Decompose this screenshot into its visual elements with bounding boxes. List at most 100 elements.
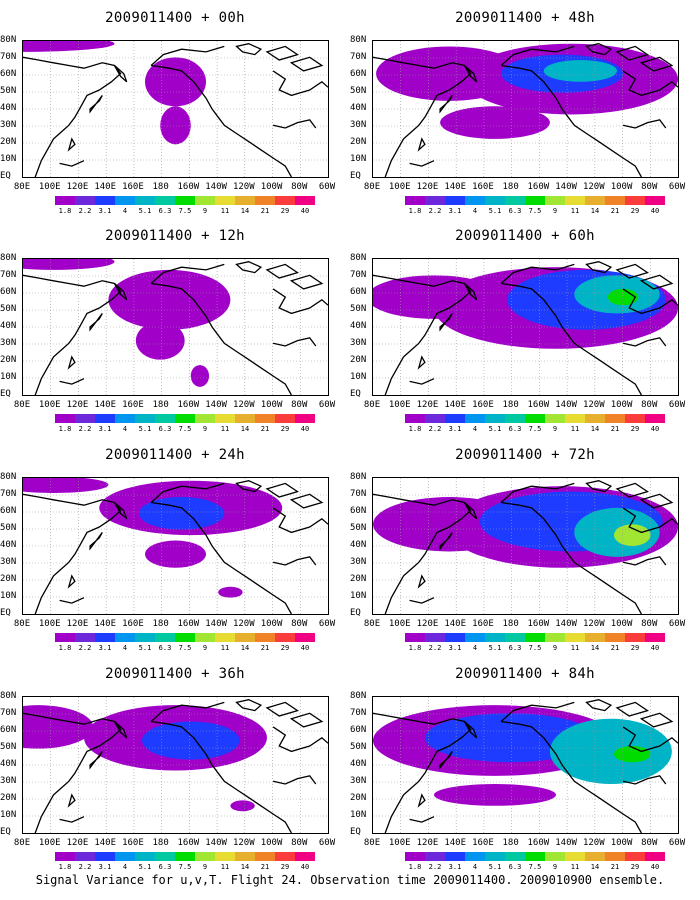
map-area — [22, 696, 329, 834]
colorbar-swatch — [295, 414, 315, 423]
lon-tick-label: 100E — [388, 400, 411, 410]
colorbar-swatch — [215, 196, 235, 205]
map-area — [372, 696, 679, 834]
coastline — [59, 597, 85, 604]
coastline — [272, 337, 317, 347]
lat-tick-label: 40N — [350, 540, 367, 550]
colorbar-label: 4 — [472, 644, 478, 652]
colorbar-label: 21 — [260, 644, 270, 652]
lon-tick-label: 120W — [582, 400, 605, 410]
lon-tick-label: 60W — [318, 838, 336, 848]
colorbar-swatch — [405, 196, 425, 205]
lat-tick-label: 40N — [0, 321, 17, 331]
colorbar-label: 29 — [630, 207, 640, 215]
lon-tick-label: 100E — [38, 838, 61, 848]
coastline — [59, 378, 85, 385]
colorbar-label: 4 — [122, 207, 128, 215]
coastline — [89, 532, 103, 551]
colorbar-label: 7.5 — [178, 425, 192, 433]
lat-tick-label: EQ — [0, 608, 11, 618]
figure-caption: Signal Variance for u,v,T. Flight 24. Ob… — [35, 873, 665, 887]
variance-contour — [218, 586, 243, 598]
coastline — [500, 263, 575, 284]
colorbar — [405, 196, 665, 205]
colorbar — [55, 852, 315, 861]
colorbar-swatch — [135, 196, 155, 205]
coastline — [501, 720, 642, 833]
lat-tick-label: 60N — [350, 506, 367, 516]
colorbar-swatch — [645, 414, 665, 423]
colorbar-label: 11 — [220, 425, 230, 433]
variance-contour — [23, 41, 115, 52]
colorbar-label: 6.3 — [508, 425, 522, 433]
lat-tick-label: EQ — [0, 827, 11, 837]
coastline — [417, 793, 426, 808]
coastline — [585, 261, 613, 274]
lon-tick-label: 60W — [668, 838, 686, 848]
coastline — [439, 532, 453, 551]
colorbar-swatch — [445, 414, 465, 423]
lon-tick-label: 140E — [94, 619, 117, 629]
colorbar-swatch — [545, 633, 565, 642]
lat-tick-label: 70N — [0, 52, 17, 62]
colorbar-swatch — [95, 852, 115, 861]
lat-tick-label: 40N — [350, 321, 367, 331]
colorbar-swatch — [135, 852, 155, 861]
colorbar-swatch — [195, 196, 215, 205]
colorbar-label: 6.3 — [158, 644, 172, 652]
colorbar-swatch — [505, 852, 525, 861]
variance-contour — [607, 288, 639, 306]
map-panel: 2009011400 + 24h 80N 70N 60N 50N 40N 30N 20N 10N… — [0, 437, 350, 655]
lat-tick-label: EQ — [0, 171, 11, 181]
coastline — [463, 721, 478, 739]
colorbar-swatch — [195, 633, 215, 642]
colorbar-swatch — [275, 414, 295, 423]
colorbar-label: 14 — [590, 425, 600, 433]
coastline — [89, 751, 103, 770]
colorbar-swatch — [55, 852, 75, 861]
colorbar-label: 14 — [240, 863, 250, 871]
coastline — [23, 712, 122, 833]
lat-tick-label: 80N — [0, 35, 17, 45]
colorbar-swatch — [645, 196, 665, 205]
lon-tick-label: 120E — [66, 400, 89, 410]
lon-tick-label: 120E — [416, 182, 439, 192]
map-area — [372, 258, 679, 396]
colorbar-swatch — [625, 414, 645, 423]
colorbar-swatch — [195, 852, 215, 861]
lat-tick-label: 20N — [0, 355, 17, 365]
coastline — [265, 45, 300, 61]
colorbar-swatch — [425, 852, 445, 861]
lat-tick-label: 80N — [0, 691, 17, 701]
colorbar-label: 40 — [300, 644, 310, 652]
colorbar-label: 11 — [570, 644, 580, 652]
coastline — [150, 482, 225, 503]
colorbar-label: 5.1 — [138, 644, 152, 652]
coastline — [501, 64, 642, 177]
colorbar-swatch — [95, 414, 115, 423]
lat-tick-label: 30N — [350, 557, 367, 567]
colorbar-label: 4 — [472, 207, 478, 215]
coastline — [272, 507, 328, 534]
colorbar-swatch — [55, 633, 75, 642]
colorbar-label: 1.8 — [408, 425, 422, 433]
lon-tick-label: 100W — [260, 838, 283, 848]
map-area — [22, 40, 329, 178]
lat-tick-label: 70N — [350, 489, 367, 499]
lat-tick-label: 50N — [350, 742, 367, 752]
lat-tick-label: 60N — [350, 69, 367, 79]
colorbar-swatch — [505, 414, 525, 423]
lon-tick-label: 80E — [363, 619, 381, 629]
colorbar-swatch — [585, 196, 605, 205]
coastline — [615, 701, 650, 717]
lon-tick-label: 140W — [205, 400, 227, 410]
lon-tick-label: 140W — [205, 619, 227, 629]
colorbar-label: 9 — [552, 644, 558, 652]
colorbar-label: 6.3 — [508, 644, 522, 652]
lat-tick-label: 60N — [0, 725, 17, 735]
coastline — [622, 775, 667, 785]
colorbar-swatch — [75, 196, 95, 205]
colorbar-label: 2.2 — [78, 207, 92, 215]
lon-tick-label: 80W — [641, 182, 658, 192]
lon-tick-label: 160E — [122, 838, 144, 848]
